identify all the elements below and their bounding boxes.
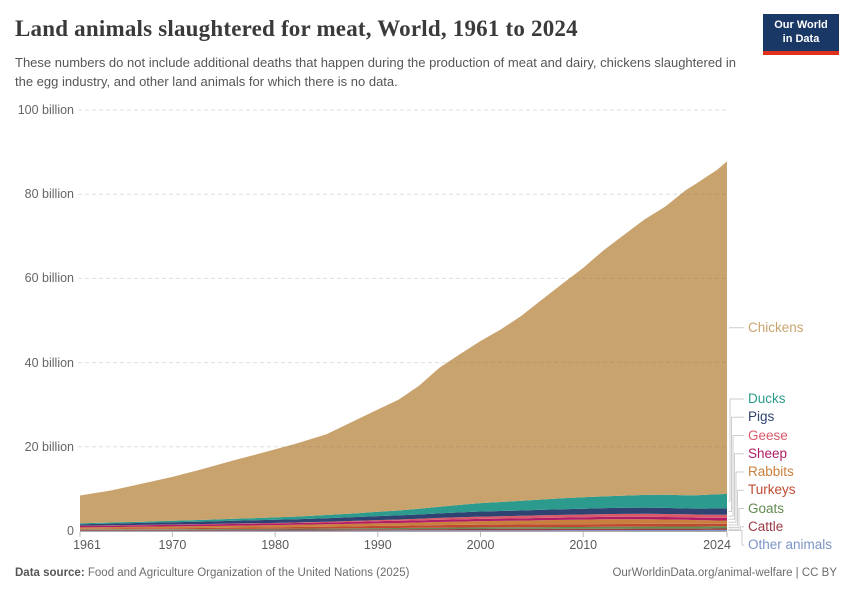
data-source-label: Data source: xyxy=(15,567,85,579)
x-tick-label: 2010 xyxy=(569,538,598,552)
legend-connector xyxy=(728,489,744,526)
legend-connectors xyxy=(728,327,744,546)
x-tick-label: 1961 xyxy=(73,538,101,552)
legend-connector xyxy=(728,398,744,502)
area-turkeys[interactable] xyxy=(80,523,727,530)
x-tick-label: 1990 xyxy=(363,538,392,552)
x-tick-label: 1980 xyxy=(261,538,290,552)
y-tick-label: 100 billion xyxy=(17,103,74,117)
legend-connector xyxy=(728,453,744,520)
legend-item-goats[interactable]: Goats xyxy=(748,500,785,516)
area-ducks[interactable] xyxy=(80,494,727,525)
area-goats[interactable] xyxy=(80,526,727,530)
owid-logo[interactable]: Our World in Data xyxy=(763,14,839,55)
data-source[interactable]: Data source: Food and Agriculture Organi… xyxy=(15,567,409,579)
legend-item-chickens[interactable]: Chickens xyxy=(748,319,804,335)
legend-item-turkeys[interactable]: Turkeys xyxy=(748,482,796,498)
area-pigs[interactable] xyxy=(80,507,727,526)
chart-subtitle: These numbers do not include additional … xyxy=(15,55,737,89)
area-chickens[interactable] xyxy=(80,161,727,524)
gridlines xyxy=(78,109,727,448)
owid-logo-line1: Our World xyxy=(774,18,828,31)
legend-item-sheep[interactable]: Sheep xyxy=(748,445,788,461)
area-geese[interactable] xyxy=(80,513,727,526)
legend-connector xyxy=(728,471,744,523)
y-tick-label: 0 xyxy=(67,524,74,538)
legend-connector xyxy=(728,530,744,546)
y-tick-label: 20 billion xyxy=(24,439,74,454)
page-title: Land animals slaughtered for meat, World… xyxy=(15,16,578,41)
legend-connector xyxy=(728,508,744,528)
x-tick-label: 2024 xyxy=(703,538,731,552)
data-source-text: Food and Agriculture Organization of the… xyxy=(87,567,410,579)
chart-areas xyxy=(80,161,727,531)
legend-item-ducks[interactable]: Ducks xyxy=(748,391,786,406)
y-tick-label: 40 billion xyxy=(24,355,74,370)
x-tick-label: 1970 xyxy=(158,538,187,552)
legend-item-pigs[interactable]: Pigs xyxy=(748,409,775,425)
legend-connector xyxy=(728,435,744,517)
x-axis xyxy=(79,531,728,537)
legend-item-rabbits[interactable]: Rabbits xyxy=(748,464,794,479)
area-sheep[interactable] xyxy=(80,516,727,528)
footer-link[interactable]: OurWorldinData.org/animal-welfare | CC B… xyxy=(612,567,837,579)
legend-item-other-animals[interactable]: Other animals xyxy=(748,537,833,552)
owid-logo-line2: in Data xyxy=(782,32,820,45)
legend-item-geese[interactable]: Geese xyxy=(748,427,788,443)
area-other-animals[interactable] xyxy=(80,529,727,531)
legend-item-cattle[interactable]: Cattle xyxy=(748,518,784,534)
legend-connector xyxy=(728,416,744,512)
area-rabbits[interactable] xyxy=(80,519,727,529)
y-tick-label: 80 billion xyxy=(24,187,74,202)
y-tick-label: 60 billion xyxy=(24,271,74,286)
area-cattle[interactable] xyxy=(80,528,727,531)
legend-connector xyxy=(728,526,744,530)
x-tick-label: 2000 xyxy=(466,538,495,552)
